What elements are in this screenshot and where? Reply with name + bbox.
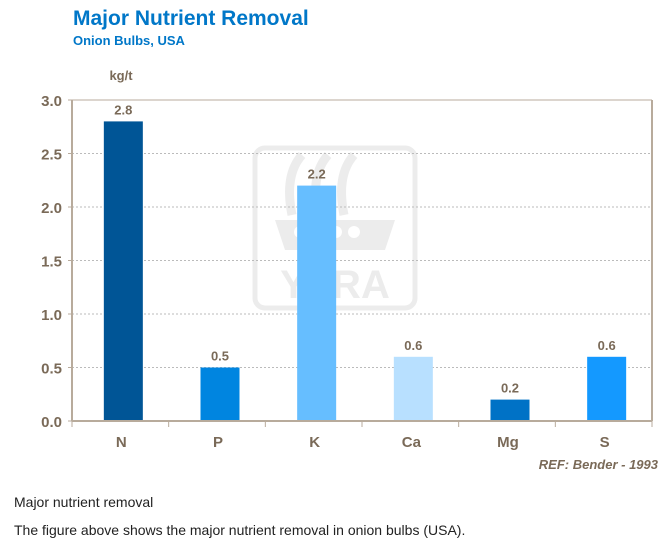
y-tick-label: 1.0 xyxy=(41,307,62,324)
x-tick-label: K xyxy=(309,434,320,451)
bar-value-label: 0.2 xyxy=(501,381,519,396)
chart-subtitle: Onion Bulbs, USA xyxy=(73,33,185,48)
bar-k xyxy=(297,185,337,421)
bar-p xyxy=(200,367,240,421)
x-tick-label: Mg xyxy=(497,434,519,451)
y-tick-label: 2.0 xyxy=(41,200,62,217)
bar-mg xyxy=(490,399,530,421)
y-tick-label: 1.5 xyxy=(41,254,62,271)
caption-title: Major nutrient removal xyxy=(14,494,154,510)
y-tick-label: 2.5 xyxy=(41,147,62,164)
y-tick-label: 3.0 xyxy=(41,93,62,110)
bar-value-label: 0.6 xyxy=(404,338,422,353)
y-tick-label: 0.5 xyxy=(41,361,62,378)
y-axis-label: kg/t xyxy=(109,68,133,83)
caption-text: The figure above shows the major nutrien… xyxy=(14,522,466,538)
x-tick-label: S xyxy=(600,434,610,451)
chart-title: Major Nutrient Removal xyxy=(73,7,309,30)
bar-s xyxy=(587,356,627,421)
bar-ca xyxy=(393,356,433,421)
bar-n xyxy=(103,121,143,422)
bar-value-label: 0.6 xyxy=(598,338,616,353)
x-tick-label: Ca xyxy=(402,434,422,451)
y-tick-label: 0.0 xyxy=(41,414,62,431)
x-tick-label: N xyxy=(116,434,127,451)
bar-value-label: 0.5 xyxy=(211,349,229,364)
bar-value-label: 2.2 xyxy=(308,167,326,182)
bar-chart: YARA 2.80.52.20.60.20.6 0.00.51.01.52.02… xyxy=(41,68,659,472)
reference-note: REF: Bender - 1993 xyxy=(539,457,659,472)
bar-value-label: 2.8 xyxy=(114,102,132,117)
x-tick-label: P xyxy=(213,434,223,451)
